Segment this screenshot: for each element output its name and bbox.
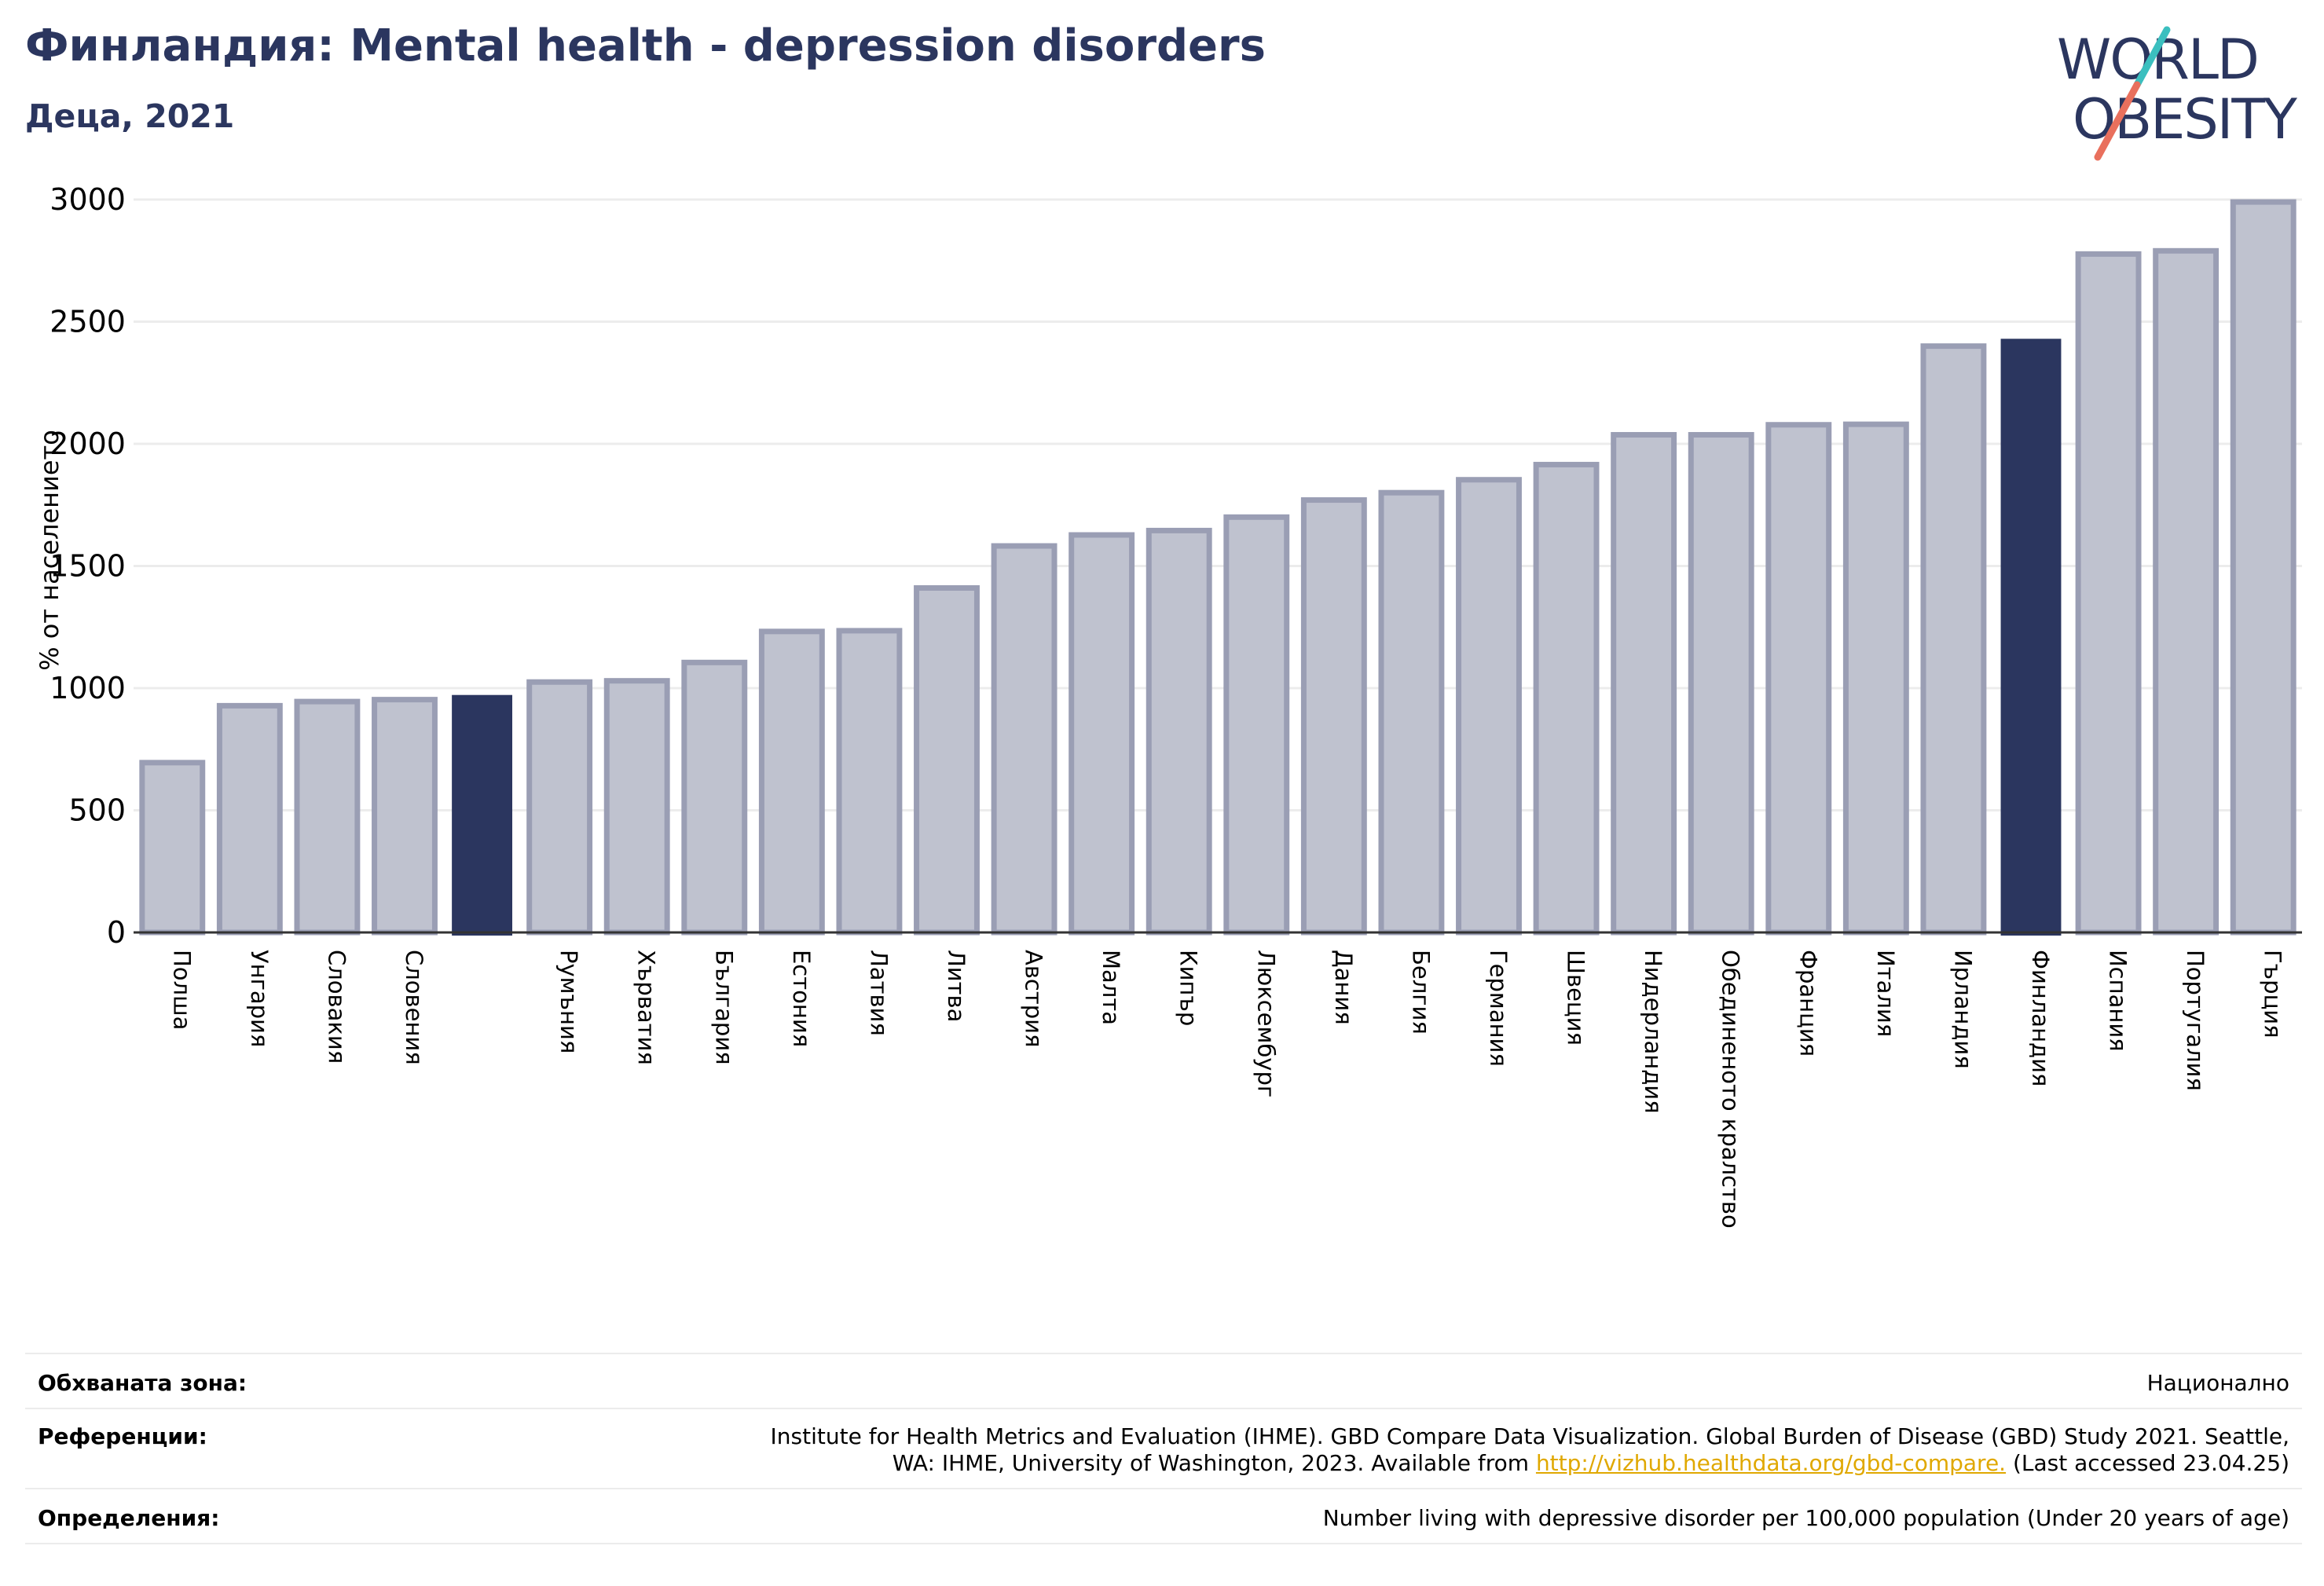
references-line-2-suffix: (Last accessed 23.04.25) — [2006, 1450, 2289, 1476]
x-tick-label: Естония — [788, 950, 815, 1047]
bar — [1300, 497, 1367, 936]
footer-row-definitions: Определения: Number living with depressi… — [25, 1489, 2302, 1543]
bar — [1611, 431, 1677, 936]
bar — [372, 697, 438, 936]
bar — [2075, 251, 2142, 936]
bar — [2230, 199, 2297, 936]
logo-slash-teal — [2133, 26, 2171, 89]
x-tick-label: Латвия — [865, 950, 892, 1036]
x-tick-label: Румъния — [555, 950, 582, 1053]
chart-subtitle: Деца, 2021 — [25, 97, 235, 135]
x-tick-label: Франция — [1794, 950, 1821, 1057]
bar — [1223, 514, 1290, 936]
x-tick-label: Австрия — [1021, 950, 1047, 1047]
x-tick-label: Германия — [1485, 950, 1512, 1067]
bar — [914, 584, 980, 936]
x-tick-label: Малта — [1098, 950, 1124, 1025]
footer-divider — [25, 1408, 2302, 1409]
x-tick-label: Ирландия — [1949, 950, 1976, 1069]
bar — [139, 760, 206, 936]
bar — [758, 628, 825, 936]
x-tick-label: Дания — [1330, 950, 1357, 1025]
coverage-value: Национално — [2146, 1370, 2289, 1396]
y-tick-label: 2500 — [49, 305, 126, 339]
x-tick-label: Полша — [168, 950, 195, 1030]
y-tick-label: 3000 — [49, 182, 126, 217]
bar — [836, 628, 903, 936]
references-value: Institute for Health Metrics and Evaluat… — [771, 1423, 2289, 1477]
x-tick-label: Гърция — [2260, 950, 2286, 1038]
y-tick-label: 500 — [68, 793, 126, 828]
bar-highlighted — [2000, 339, 2062, 936]
x-tick-label: Испания — [2105, 950, 2132, 1052]
x-tick-label: Литва — [943, 950, 970, 1022]
bar — [1069, 532, 1135, 936]
references-label: Референции: — [38, 1423, 207, 1449]
bar — [526, 679, 593, 936]
x-tick-label: Хърватия — [633, 950, 660, 1065]
bar — [1456, 477, 1522, 936]
references-link[interactable]: http://vizhub.healthdata.org/gbd-compare… — [1535, 1450, 2007, 1476]
y-axis-label: % от населението — [35, 430, 64, 671]
bar-highlighted — [452, 694, 513, 936]
coverage-label: Обхваната зона: — [38, 1370, 247, 1396]
bar — [1920, 343, 1987, 936]
y-tick-label: 2000 — [49, 427, 126, 461]
x-tick-label: Люксембург — [1252, 950, 1279, 1097]
x-tick-label: България — [710, 950, 737, 1065]
bar — [1765, 422, 1832, 936]
x-tick-label: Словакия — [323, 950, 350, 1064]
x-tick-label: Кипър — [1175, 950, 1202, 1026]
logo-slash-red — [2094, 81, 2141, 161]
references-line-2: WA: IHME, University of Washington, 2023… — [771, 1450, 2289, 1477]
footer-row-references: Референции: Institute for Health Metrics… — [25, 1409, 2302, 1488]
footer-row-coverage: Обхваната зона: Национално — [25, 1354, 2302, 1408]
bar — [216, 702, 283, 936]
definitions-value: Number living with depressive disorder p… — [1322, 1505, 2289, 1531]
footer-divider — [25, 1488, 2302, 1489]
bar — [1533, 461, 1600, 936]
y-tick-label: 0 — [107, 915, 126, 950]
bar — [2153, 247, 2220, 936]
y-tick-label: 1000 — [49, 671, 126, 705]
footer-divider — [25, 1543, 2302, 1544]
logo-word-world: WORLD — [2057, 27, 2258, 92]
x-tick-label: Обединеното кралство — [1717, 950, 1744, 1229]
chart-title: Финландия: Mental health - depression di… — [25, 20, 1266, 71]
world-obesity-logo: WORLD OBESITY — [2057, 26, 2299, 161]
definitions-label: Определения: — [38, 1505, 220, 1531]
footer-divider — [25, 1353, 2302, 1354]
bar — [1146, 527, 1212, 936]
x-tick-label: Португалия — [2182, 950, 2209, 1091]
bar — [1378, 489, 1445, 936]
bar — [603, 678, 670, 936]
x-tick-label: Унгария — [246, 950, 273, 1047]
bars — [139, 199, 2297, 936]
x-tick-label: Италия — [1872, 950, 1899, 1037]
y-tick-label: 1500 — [49, 549, 126, 584]
x-tick-label: Нидерландия — [1640, 950, 1666, 1114]
x-tick-label: Финландия — [2027, 950, 2054, 1086]
bar-chart: 0 500 1000 1500 2000 2500 3000 Полша Унгария Сло… — [35, 182, 2302, 1229]
references-line-1: Institute for Health Metrics and Evaluat… — [770, 1423, 2289, 1449]
bar — [1842, 421, 1909, 936]
references-line-2-prefix: WA: IHME, University of Washington, 2023… — [892, 1450, 1536, 1476]
bar — [991, 543, 1058, 936]
x-tick-label: Швеция — [1563, 950, 1589, 1046]
bar — [1688, 431, 1754, 936]
bar — [294, 698, 361, 936]
y-axis-ticks: 0 500 1000 1500 2000 2500 3000 — [49, 182, 126, 950]
x-tick-label: Словения — [401, 950, 427, 1065]
bar — [681, 659, 748, 936]
x-axis-labels: Полша Унгария Словакия Словения Румъния Хърва… — [168, 950, 2286, 1229]
x-tick-label: Белгия — [1407, 950, 1434, 1035]
